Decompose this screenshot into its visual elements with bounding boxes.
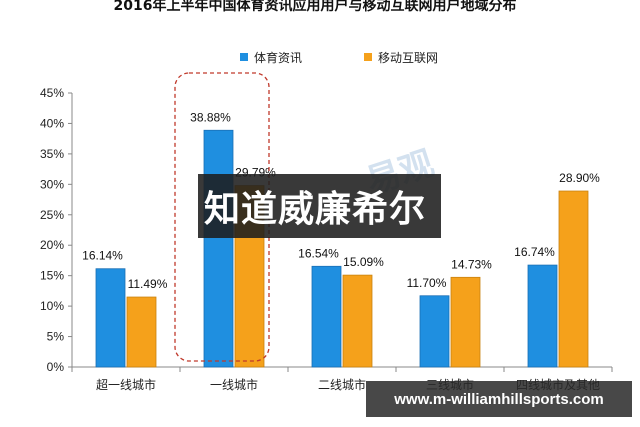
- legend-swatch: [240, 53, 248, 61]
- bar: [203, 129, 234, 368]
- overlay-banner: 知道威廉希尔: [198, 174, 441, 238]
- bar: [419, 295, 450, 368]
- y-tick-label: 40%: [40, 116, 64, 130]
- bar: [450, 276, 481, 368]
- bar: [527, 264, 558, 368]
- legend-label: 移动互联网: [378, 51, 438, 65]
- x-tick-label: 一线城市: [210, 377, 258, 392]
- url-watermark: www.m-williamhillsports.com: [366, 381, 632, 417]
- y-tick-label: 0%: [47, 360, 65, 374]
- chart-title: 2016年上半年中国体育资讯应用用户与移动互联网用户地域分布: [114, 0, 517, 14]
- data-label: 16.74%: [514, 245, 555, 259]
- data-label: 16.54%: [298, 246, 339, 260]
- legend: 体育资讯 移动互联网: [240, 50, 438, 65]
- bar: [95, 268, 126, 368]
- y-tick-label: 20%: [40, 238, 64, 252]
- data-label: 15.09%: [343, 255, 384, 269]
- bar: [342, 274, 373, 368]
- x-tick-label: 二线城市: [318, 377, 366, 392]
- legend-swatch: [364, 53, 372, 61]
- legend-label: 体育资讯: [254, 50, 302, 65]
- data-label: 11.49%: [128, 277, 168, 291]
- y-tick-label: 30%: [40, 177, 64, 191]
- data-label: 28.90%: [559, 171, 600, 185]
- bar: [311, 265, 342, 368]
- y-tick-label: 45%: [40, 86, 64, 100]
- bar: [126, 296, 157, 368]
- data-label: 14.73%: [451, 257, 492, 271]
- y-tick-label: 35%: [40, 147, 64, 161]
- y-tick-label: 10%: [40, 299, 64, 313]
- y-axis: 0% 5% 10% 15% 20% 25% 30% 35% 40% 45%: [40, 86, 73, 374]
- y-tick-label: 5%: [47, 330, 65, 344]
- data-label: 38.88%: [190, 110, 231, 124]
- data-label: 16.14%: [82, 249, 123, 263]
- x-tick-label: 超一线城市: [96, 377, 156, 392]
- y-tick-label: 15%: [40, 269, 64, 283]
- data-label: 11.70%: [407, 276, 447, 290]
- bar: [558, 190, 589, 368]
- y-tick-label: 25%: [40, 208, 64, 222]
